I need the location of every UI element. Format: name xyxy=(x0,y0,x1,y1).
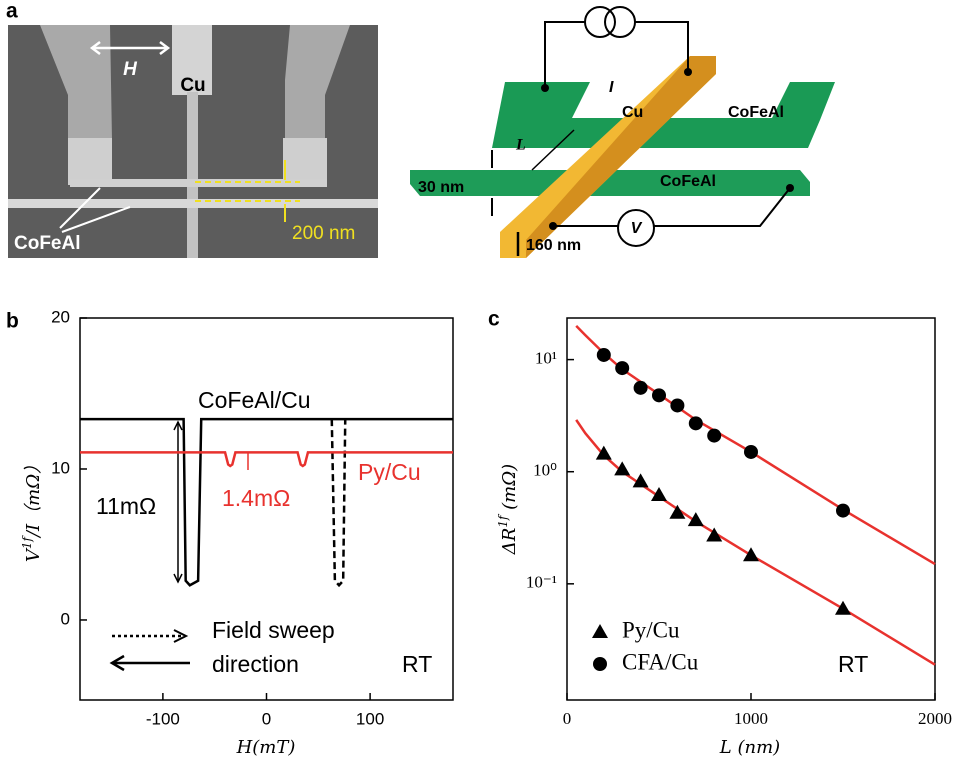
device-schematic xyxy=(410,7,835,258)
y-axis-label: ΔR1f (mΩ) xyxy=(496,464,521,555)
annotation: 1.4mΩ xyxy=(222,485,290,511)
chart-panel: -100 0 100 0 10 20 H(mT) V1f/I（mΩ） 11mΩ 1.4mΩ Fiel… xyxy=(20,307,454,758)
figure: a b c H Cu CoFeAl 200 nm xyxy=(0,0,958,763)
data-point xyxy=(597,348,611,362)
x-tick-label: 0 xyxy=(262,709,271,728)
sem-label: H xyxy=(123,59,138,80)
fit-line xyxy=(576,326,935,564)
x-tick-label: 0 xyxy=(563,709,572,728)
y-tick-label: 0 xyxy=(61,609,70,628)
series-label: CoFeAl/Cu xyxy=(198,387,310,413)
x-axis-label: H(mT) xyxy=(236,737,296,758)
legend-label: Py/Cu xyxy=(622,617,680,642)
annotation: Field sweep xyxy=(212,617,335,643)
y-axis-label-part: (mΩ) xyxy=(499,464,520,516)
schematic-label: V xyxy=(631,220,643,237)
chart-panel: 0 1000 2000 10¹ 10⁰ 10⁻¹ L (nm) ΔR1f (mΩ) RT Py/C… xyxy=(496,318,953,758)
data-point xyxy=(634,381,648,395)
data-point xyxy=(835,601,851,615)
panel-label: c xyxy=(488,308,500,331)
schematic-label: I xyxy=(609,79,614,96)
schematic-label: L xyxy=(515,137,526,154)
legend-marker xyxy=(592,624,608,638)
annotation: RT xyxy=(838,651,868,677)
data-point xyxy=(707,429,721,443)
x-tick-label: 2000 xyxy=(918,709,952,728)
y-tick-label: 20 xyxy=(51,307,70,326)
y-axis-label-part: ΔR xyxy=(499,528,520,556)
annotation: 11mΩ xyxy=(96,493,156,519)
x-axis-label: L (nm) xyxy=(719,737,780,758)
data-point xyxy=(836,504,850,518)
data-point xyxy=(689,416,703,430)
y-axis-label: V1f/I（mΩ） xyxy=(20,456,45,562)
legend-label: CFA/Cu xyxy=(622,649,699,674)
annotation: direction xyxy=(212,651,299,677)
data-point xyxy=(615,361,629,375)
schematic-label: Cu xyxy=(622,104,643,121)
data-line xyxy=(332,419,345,585)
data-point xyxy=(743,547,759,561)
schematic-label: CoFeAl xyxy=(728,104,784,121)
x-tick-label: -100 xyxy=(146,709,180,728)
y-tick-label: 10 xyxy=(51,458,70,477)
plot-frame xyxy=(567,318,935,700)
panel-label: b xyxy=(6,310,19,333)
x-tick-label: 100 xyxy=(356,709,384,728)
legend-marker xyxy=(593,657,607,671)
annotation: RT xyxy=(402,651,432,677)
panel-label: a xyxy=(6,0,18,23)
x-tick-label: 1000 xyxy=(734,709,768,728)
data-point xyxy=(652,388,666,402)
sem-label: 200 nm xyxy=(292,223,355,244)
y-tick-label: 10¹ xyxy=(535,349,557,368)
schematic-label: 160 nm xyxy=(526,237,581,254)
sem-label: CoFeAl xyxy=(14,233,81,254)
schematic-label: CoFeAl xyxy=(660,173,716,190)
y-axis-label-part: /I（mΩ） xyxy=(23,456,44,539)
data-point xyxy=(670,398,684,412)
sem-label: Cu xyxy=(180,75,205,96)
series-label: Py/Cu xyxy=(358,459,421,485)
schematic-label: 30 nm xyxy=(418,179,464,196)
y-tick-label: 10⁻¹ xyxy=(526,573,557,592)
data-point xyxy=(744,445,758,459)
y-tick-label: 10⁰ xyxy=(533,461,557,480)
